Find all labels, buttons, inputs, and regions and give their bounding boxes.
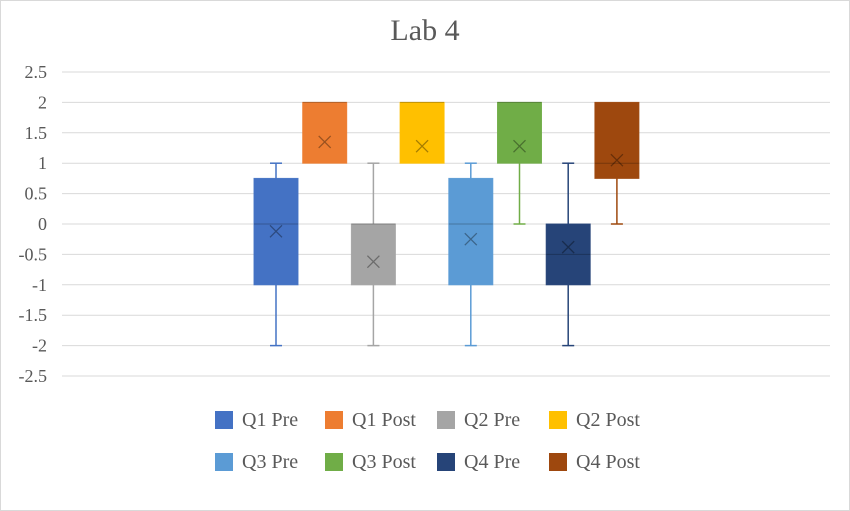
y-tick-label: -1 [32, 275, 47, 295]
box-iqr [497, 101, 542, 164]
y-tick-label: -2 [32, 336, 47, 356]
y-tick-label: -0.5 [19, 244, 48, 264]
box-q3-post [497, 101, 542, 225]
mean-marker [415, 139, 429, 153]
legend-swatch [549, 453, 567, 471]
mean-marker [269, 224, 283, 238]
legend-swatch [325, 453, 343, 471]
mean-marker [366, 255, 380, 269]
mean-marker [561, 240, 575, 254]
legend-label: Q1 Post [352, 408, 416, 431]
legend-item: Q4 Post [549, 450, 640, 474]
y-tick-label: 1 [38, 153, 47, 173]
legend-item: Q1 Pre [215, 408, 298, 432]
legend-item: Q2 Pre [437, 408, 520, 432]
legend-swatch [437, 453, 455, 471]
box-iqr [399, 101, 445, 164]
legend-item: Q4 Pre [437, 450, 520, 474]
legend-item: Q2 Post [549, 408, 640, 432]
y-tick-label: 0.5 [25, 184, 48, 204]
box-q1-pre [253, 162, 299, 347]
box-iqr [302, 101, 348, 164]
box-q4-post [594, 101, 640, 225]
mean-marker [318, 135, 332, 149]
legend-swatch [215, 453, 233, 471]
box-q1-post [302, 101, 348, 164]
box-q3-pre [448, 162, 494, 347]
legend-item: Q3 Pre [215, 450, 298, 474]
box-iqr [253, 177, 299, 286]
legend-label: Q3 Pre [242, 450, 299, 473]
legend-swatch [437, 411, 455, 429]
legend-swatch [549, 411, 567, 429]
chart-title: Lab 4 [390, 14, 460, 47]
y-tick-label: 2 [38, 92, 47, 112]
legend-label: Q2 Post [576, 408, 640, 431]
legend-swatch [325, 411, 343, 429]
box-iqr [448, 177, 494, 286]
box-q4-pre [545, 162, 591, 347]
y-tick-label: 1.5 [25, 123, 48, 143]
box-iqr [594, 101, 640, 179]
y-tick-label: 2.5 [25, 62, 48, 82]
y-tick-label: -1.5 [19, 305, 48, 325]
legend-item: Q3 Post [325, 450, 416, 474]
legend-label: Q4 Post [576, 450, 640, 473]
box-iqr [350, 223, 396, 286]
legend-label: Q4 Pre [464, 450, 521, 473]
box-iqr [545, 223, 591, 286]
box-q2-pre [350, 162, 396, 347]
mean-marker [610, 153, 624, 167]
y-tick-label: -2.5 [19, 366, 48, 386]
legend-label: Q1 Pre [242, 408, 299, 431]
legend-swatch [215, 411, 233, 429]
mean-marker [464, 232, 478, 246]
mean-marker [513, 139, 526, 153]
box-q2-post [399, 101, 445, 164]
legend-label: Q2 Pre [464, 408, 521, 431]
legend-item: Q1 Post [325, 408, 416, 432]
y-tick-label: 0 [38, 214, 47, 234]
legend-label: Q3 Post [352, 450, 416, 473]
